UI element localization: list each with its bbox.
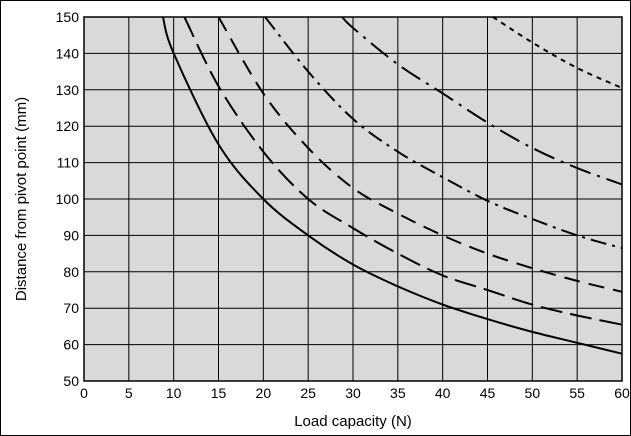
series-line-6-short-dash bbox=[492, 16, 623, 89]
y-tick-label: 140 bbox=[56, 45, 80, 61]
x-tick-label: 25 bbox=[300, 385, 316, 401]
series-line-3-medium-dash bbox=[217, 16, 623, 293]
x-tick-label: 15 bbox=[211, 385, 227, 401]
x-tick-label: 60 bbox=[614, 385, 630, 401]
y-tick-label: 60 bbox=[63, 337, 79, 353]
y-tick-label: 120 bbox=[56, 118, 80, 134]
x-tick-label: 30 bbox=[345, 385, 361, 401]
series-line-4-dash-dot bbox=[264, 16, 623, 250]
x-tick-label: 10 bbox=[166, 385, 182, 401]
x-tick-label: 45 bbox=[480, 385, 496, 401]
y-tick-label: 150 bbox=[56, 9, 80, 25]
y-tick-label: 110 bbox=[57, 155, 80, 171]
series-line-5-dash-dot-dot bbox=[341, 16, 623, 186]
y-tick-label: 100 bbox=[56, 191, 80, 207]
x-tick-label: 5 bbox=[125, 385, 133, 401]
x-tick-label: 35 bbox=[390, 385, 406, 401]
y-tick-label: 70 bbox=[63, 300, 79, 316]
y-tick-label: 80 bbox=[63, 264, 79, 280]
y-tick-label: 130 bbox=[56, 82, 80, 98]
x-tick-label: 50 bbox=[525, 385, 541, 401]
series-line-2-long-dash bbox=[183, 16, 623, 326]
x-tick-label: 40 bbox=[435, 385, 451, 401]
y-tick-label: 50 bbox=[63, 373, 79, 389]
x-axis-label: Load capacity (N) bbox=[294, 413, 412, 430]
plot-border bbox=[83, 16, 623, 382]
x-tick-label: 20 bbox=[256, 385, 272, 401]
y-tick-label: 90 bbox=[63, 227, 79, 243]
series-line-1-solid bbox=[161, 16, 623, 355]
x-tick-label: 0 bbox=[80, 385, 88, 401]
y-axis-label: Distance from pivot point (mm) bbox=[13, 97, 30, 301]
x-tick-label: 55 bbox=[569, 385, 585, 401]
